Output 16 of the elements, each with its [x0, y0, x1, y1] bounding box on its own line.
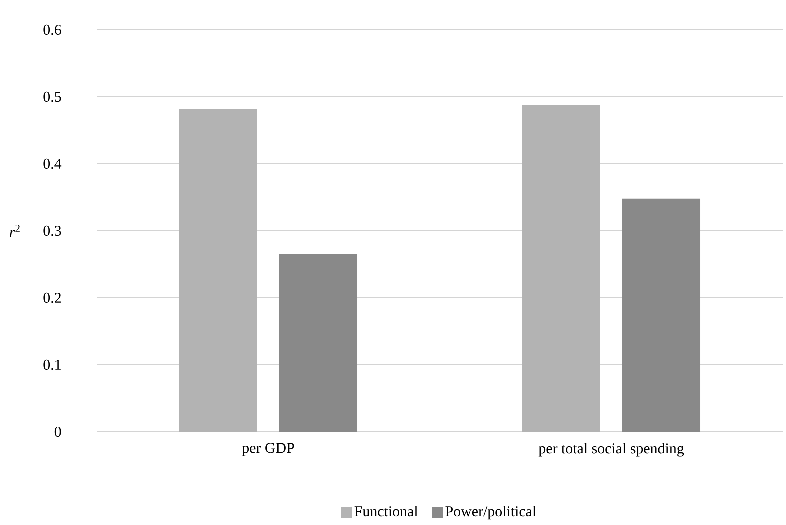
- y-tick-label: 0.6: [44, 24, 62, 36]
- y-tick-label: 0.4: [44, 158, 62, 170]
- x-tick-label: per total social spending: [538, 443, 684, 457]
- y-tick-label: 0.2: [44, 292, 61, 304]
- y-tick-label: 0.1: [44, 360, 61, 370]
- y-tick-label: 0.3: [44, 226, 62, 236]
- legend-label: Functional: [354, 506, 418, 517]
- y-axis-title: r$^{2}$: [10, 224, 20, 238]
- bar: [522, 105, 601, 432]
- bar: [622, 198, 701, 432]
- legend-label: Power/political: [446, 506, 536, 520]
- bar: [180, 109, 258, 432]
- y-tick-label: 0.5: [44, 92, 62, 102]
- y-tick-label: 0: [54, 426, 62, 438]
- x-tick-label: per GDP: [242, 443, 294, 456]
- bar: [280, 254, 358, 432]
